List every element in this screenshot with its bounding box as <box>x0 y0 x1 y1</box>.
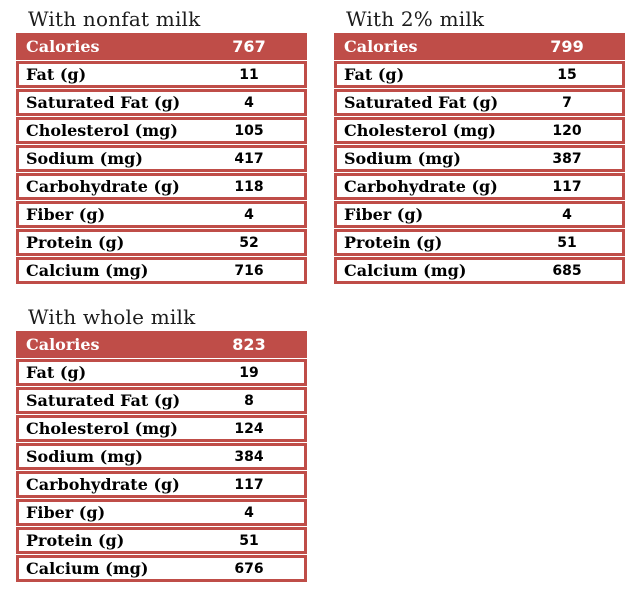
two-percent-milk-section: With 2% milk Calories 799 Fat (g) 15 Sat… <box>334 6 625 284</box>
table-row: Protein (g) 52 <box>16 229 307 256</box>
whole-milk-section: With whole milk Calories 823 Fat (g) 19 … <box>16 304 307 582</box>
table-row: Cholesterol (mg) 120 <box>334 117 625 144</box>
table-row: Carbohydrate (g) 117 <box>16 471 307 498</box>
nutrition-table-2percent: Calories 799 Fat (g) 15 Saturated Fat (g… <box>334 33 625 284</box>
table-row: Sodium (mg) 417 <box>16 145 307 172</box>
row-label: Protein (g) <box>344 232 443 252</box>
table-row: Carbohydrate (g) 118 <box>16 173 307 200</box>
row-value: 417 <box>234 150 264 167</box>
row-label: Carbohydrate (g) <box>26 474 180 494</box>
row-label: Carbohydrate (g) <box>26 176 180 196</box>
row-label: Fiber (g) <box>26 204 106 224</box>
nutrition-table-whole: Calories 823 Fat (g) 19 Saturated Fat (g… <box>16 331 307 582</box>
row-value: 124 <box>234 420 264 437</box>
row-value: 384 <box>234 448 264 465</box>
nutrition-table-nonfat: Calories 767 Fat (g) 11 Saturated Fat (g… <box>16 33 307 284</box>
row-label: Fiber (g) <box>344 204 424 224</box>
table-title-whole: With whole milk <box>28 305 196 329</box>
row-value: 7 <box>562 94 572 111</box>
header-label: Calories <box>344 36 418 56</box>
row-value: 19 <box>239 364 259 381</box>
table-row: Saturated Fat (g) 7 <box>334 89 625 116</box>
row-value: 51 <box>239 532 259 549</box>
row-value: 4 <box>244 94 254 111</box>
table-row: Cholesterol (mg) 124 <box>16 415 307 442</box>
row-value: 4 <box>244 206 254 223</box>
row-label: Calcium (mg) <box>344 260 467 280</box>
row-label: Carbohydrate (g) <box>344 176 498 196</box>
row-value: 685 <box>552 262 582 279</box>
table-row: Calcium (mg) 716 <box>16 257 307 284</box>
table-row: Sodium (mg) 387 <box>334 145 625 172</box>
table-header-row: Calories 823 <box>16 331 307 358</box>
header-label: Calories <box>26 334 100 354</box>
row-value: 117 <box>552 178 582 195</box>
row-label: Sodium (mg) <box>26 446 143 466</box>
table-row: Calcium (mg) 685 <box>334 257 625 284</box>
row-label: Cholesterol (mg) <box>344 120 496 140</box>
row-label: Sodium (mg) <box>26 148 143 168</box>
table-row: Fat (g) 15 <box>334 61 625 88</box>
table-title-2percent: With 2% milk <box>346 7 485 31</box>
header-label: Calories <box>26 36 100 56</box>
row-label: Fiber (g) <box>26 502 106 522</box>
row-label: Protein (g) <box>26 232 125 252</box>
row-label: Protein (g) <box>26 530 125 550</box>
table-row: Protein (g) 51 <box>16 527 307 554</box>
row-value: 11 <box>239 66 259 83</box>
row-label: Cholesterol (mg) <box>26 418 178 438</box>
table-title-nonfat: With nonfat milk <box>28 7 201 31</box>
row-value: 52 <box>239 234 259 251</box>
row-label: Sodium (mg) <box>344 148 461 168</box>
table-row: Carbohydrate (g) 117 <box>334 173 625 200</box>
table-row: Sodium (mg) 384 <box>16 443 307 470</box>
row-value: 51 <box>557 234 577 251</box>
table-row: Protein (g) 51 <box>334 229 625 256</box>
row-value: 676 <box>234 560 264 577</box>
table-header-row: Calories 767 <box>16 33 307 60</box>
row-label: Fat (g) <box>344 64 405 84</box>
row-value: 4 <box>244 504 254 521</box>
row-label: Saturated Fat (g) <box>26 390 181 410</box>
row-value: 387 <box>552 150 582 167</box>
row-value: 8 <box>244 392 254 409</box>
nonfat-milk-section: With nonfat milk Calories 767 Fat (g) 11… <box>16 6 307 284</box>
row-label: Fat (g) <box>26 64 87 84</box>
row-label: Calcium (mg) <box>26 260 149 280</box>
row-value: 15 <box>557 66 577 83</box>
header-value: 823 <box>232 334 266 354</box>
table-row: Fat (g) 19 <box>16 359 307 386</box>
row-value: 117 <box>234 476 264 493</box>
table-row: Saturated Fat (g) 8 <box>16 387 307 414</box>
row-value: 118 <box>234 178 264 195</box>
table-header-row: Calories 799 <box>334 33 625 60</box>
row-label: Saturated Fat (g) <box>344 92 499 112</box>
table-row: Fiber (g) 4 <box>16 201 307 228</box>
header-value: 799 <box>550 36 584 56</box>
table-row: Fiber (g) 4 <box>16 499 307 526</box>
table-row: Fiber (g) 4 <box>334 201 625 228</box>
row-label: Fat (g) <box>26 362 87 382</box>
table-row: Saturated Fat (g) 4 <box>16 89 307 116</box>
row-value: 4 <box>562 206 572 223</box>
row-label: Saturated Fat (g) <box>26 92 181 112</box>
row-value: 120 <box>552 122 582 139</box>
row-label: Cholesterol (mg) <box>26 120 178 140</box>
row-value: 105 <box>234 122 264 139</box>
table-row: Fat (g) 11 <box>16 61 307 88</box>
header-value: 767 <box>232 36 266 56</box>
row-value: 716 <box>234 262 264 279</box>
row-label: Calcium (mg) <box>26 558 149 578</box>
table-row: Cholesterol (mg) 105 <box>16 117 307 144</box>
table-row: Calcium (mg) 676 <box>16 555 307 582</box>
